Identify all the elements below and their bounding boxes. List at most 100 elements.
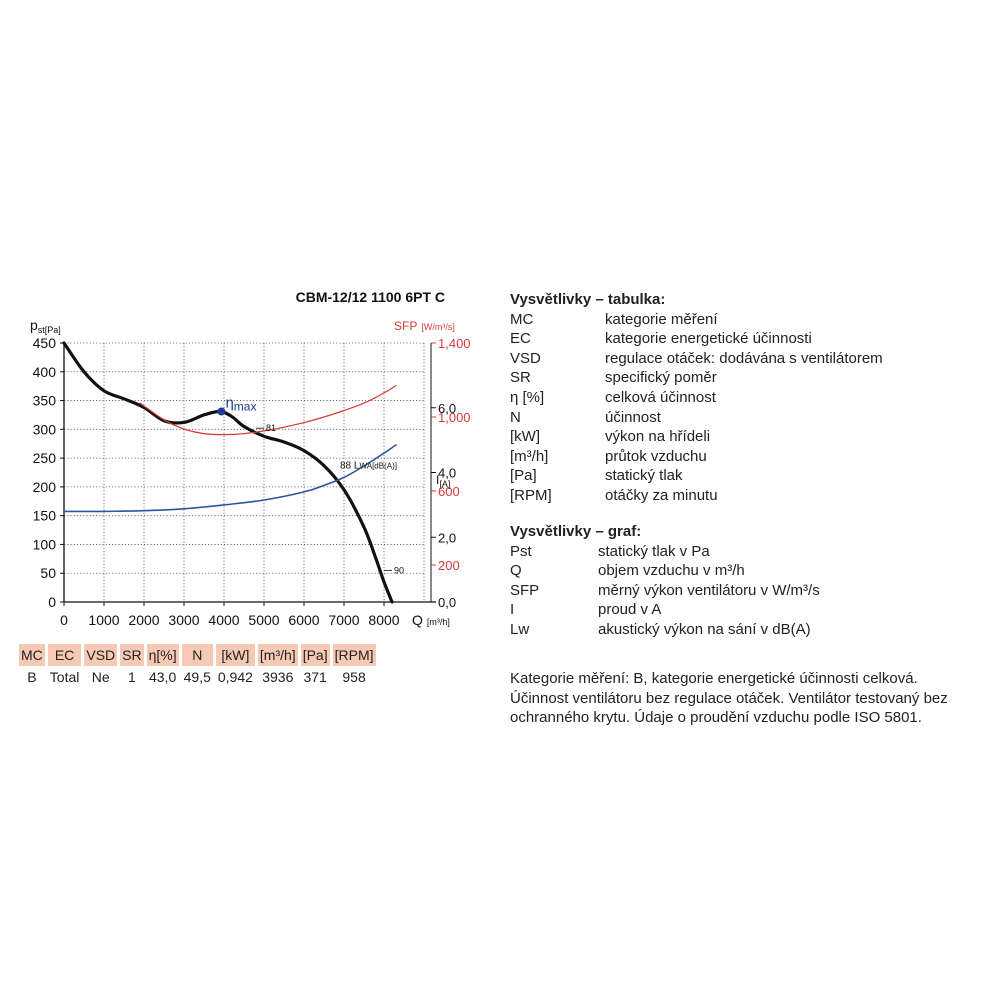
legend-key: [kW] (510, 428, 540, 446)
legend-key: VSD (510, 349, 541, 367)
legend-key: I (510, 601, 515, 619)
table-cell: Total (49, 669, 80, 685)
y-tick-label: 50 (40, 565, 56, 581)
legend-graph-title: Vysvětlivky – graf: (510, 523, 642, 540)
y-tick-label: 100 (33, 536, 57, 552)
legend-key: Lw (510, 620, 530, 638)
legend-desc: celková účinnost (605, 388, 716, 406)
current-axis-label: I[A] (436, 473, 450, 489)
x-tick-label: 7000 (328, 612, 359, 628)
legend-row: Pst statický tlak v Pa (510, 542, 820, 562)
legend-row: Lw akustický výkon na sání v dB(A) (510, 620, 820, 640)
fan-performance-chart: CBM-12/12 1100 6PT C pst[Pa] SFP [W/m³/s]… (30, 289, 471, 628)
x-tick-label: 6000 (288, 612, 319, 628)
legend-key: MC (510, 310, 534, 328)
series-line-sfp (139, 384, 397, 436)
current-tick-label: 6,0 (438, 401, 456, 416)
eta-max-point (217, 407, 226, 416)
chart-title: CBM-12/12 1100 6PT C (296, 289, 445, 305)
measurement-note: Kategorie měření: B, kategorie energetic… (510, 654, 980, 743)
table-header-cell: MC (19, 644, 45, 666)
eta-max-label: ηmax (225, 394, 256, 413)
legend-desc: účinnost (605, 408, 661, 426)
legend-key: η [%] (510, 388, 545, 406)
legend-row: [RPM] otáčky za minutu (510, 486, 883, 506)
grid (64, 342, 425, 602)
current-tick-label: 4,0 (438, 466, 456, 481)
note-text: Kategorie měření: B, kategorie energetic… (510, 670, 948, 727)
legend-desc: průtok vzduchu (605, 447, 707, 465)
legend-row: SR specifický poměr (510, 368, 883, 388)
tick-labels: 0 50 100 150 200 250 300 350 400 450 0 1000 2000 3000… (33, 335, 471, 628)
table-header-cell: VSD (84, 644, 118, 666)
table-cell: Ne (91, 669, 110, 685)
x-tick-label: 2000 (128, 612, 159, 628)
table-header-cell: η[%] (146, 644, 179, 666)
lwa-label: 88 LWA[dB(A)] (340, 460, 397, 471)
table-cell: 958 (342, 669, 366, 685)
x-tick-label: 3000 (168, 612, 199, 628)
legend-row: [kW] výkon na hřídeli (510, 427, 883, 447)
series-line-p-st (62, 341, 394, 604)
y-tick-label: 450 (33, 335, 57, 351)
legend-key: Q (510, 562, 522, 580)
table-header-cell: [m³/h] (257, 644, 298, 666)
table-header-cell: [Pa] (300, 644, 330, 666)
legend-table-title: Vysvětlivky – tabulka: (510, 291, 666, 308)
legend-graph: Vysvětlivky – graf: Pst statický tlak v P… (510, 522, 820, 640)
legend-row: EC kategorie energetické účinnosti (510, 329, 883, 349)
legend-desc: specifický poměr (605, 369, 717, 387)
legend-row: SFP měrný výkon ventilátoru v W/m³/s (510, 581, 820, 601)
legend-key: Pst (510, 542, 532, 560)
legend-key: SR (510, 369, 531, 387)
lwa-label-prefix: 88 L (340, 460, 360, 471)
x-axis-label: Q [m³/h] (412, 612, 450, 628)
legend-desc: akustický výkon na sání v dB(A) (598, 620, 811, 638)
annotation-label: 90 (394, 565, 404, 575)
current-tick-label: 0,0 (438, 595, 456, 610)
sfp-tick-label: 200 (438, 558, 460, 573)
legend-key: SFP (510, 581, 540, 599)
sfp-tick-label: 600 (438, 484, 460, 499)
table-header-row: MC EC VSD SR η[%] N [kW] [m³/h] [Pa] [RPM] (19, 644, 376, 666)
table-header-cell: [kW] (215, 644, 255, 666)
table-cell: B (27, 669, 37, 685)
eta-max-symbol: η (225, 394, 233, 411)
legend-desc: objem vzduchu v m³/h (598, 562, 745, 580)
legend-desc: regulace otáček: dodávána s ventilátorem (605, 349, 883, 367)
legend-row: [m³/h] průtok vzduchu (510, 447, 883, 467)
table-cell: 0,942 (217, 669, 253, 685)
annotation-label: 81 (266, 423, 276, 433)
legend-desc: proud v A (598, 601, 662, 619)
legend-key: [m³/h] (510, 447, 549, 465)
y-tick-label: 150 (33, 508, 57, 524)
current-tick-label: 2,0 (438, 530, 456, 545)
y-tick-label: 250 (33, 450, 57, 466)
x-tick-label: 4000 (208, 612, 239, 628)
legend-desc: statický tlak v Pa (598, 542, 710, 560)
table-row: B Total Ne 1 43,0 49,5 0,942 3936 371 958 (19, 666, 376, 688)
eta-max-sub: max (234, 399, 257, 413)
sfp-axis-label: SFP [W/m³/s] (394, 319, 455, 333)
table-header-cell: N (181, 644, 213, 666)
legend-row: MC kategorie měření (510, 310, 883, 330)
legend-row: VSD regulace otáček: dodávána s ventiláto… (510, 349, 883, 369)
lwa-label-unit: [dB(A)] (372, 461, 397, 470)
legend-desc: výkon na hřídeli (605, 428, 711, 446)
table-cell: 43,0 (148, 669, 177, 685)
legend-table-items: MC kategorie měření EC kategorie energetick… (510, 310, 883, 506)
y-tick-label: 0 (48, 594, 56, 610)
sfp-tick-label: 1,000 (438, 410, 471, 425)
axes (60, 342, 436, 606)
legend-desc: otáčky za minutu (605, 486, 718, 504)
table-cell: 3936 (262, 669, 294, 685)
y-axis-label: pst[Pa] (30, 317, 61, 335)
series-line-i (63, 444, 397, 513)
legend-key: [RPM] (510, 486, 552, 504)
table-header-cell: SR (120, 644, 144, 666)
lwa-label-sub: WA (359, 461, 372, 470)
y-tick-label: 400 (33, 364, 57, 380)
